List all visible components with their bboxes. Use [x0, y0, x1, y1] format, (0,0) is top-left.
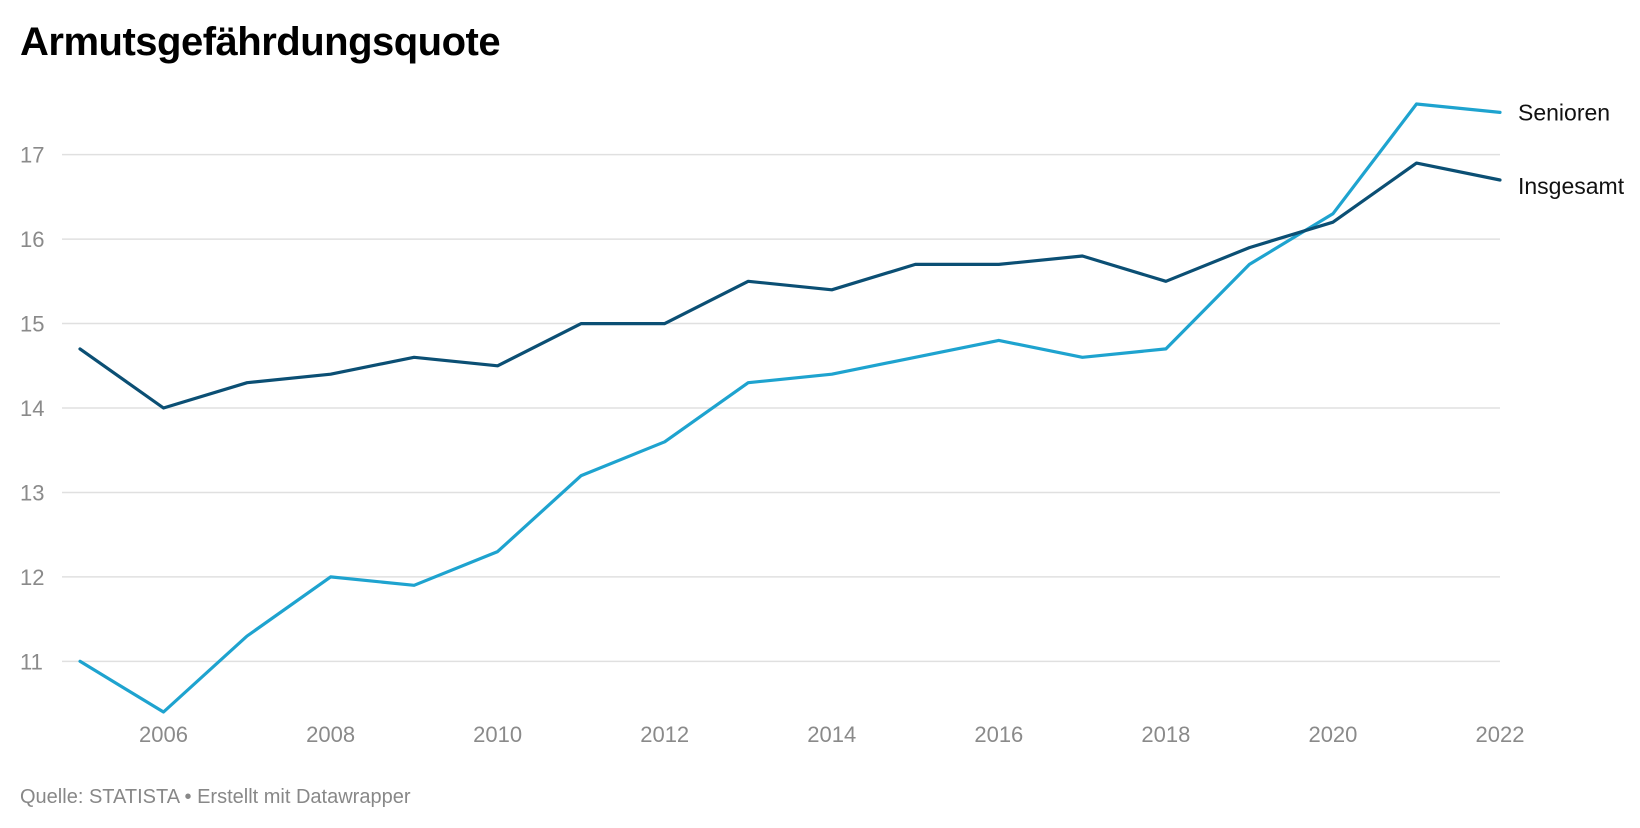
- series-line-insgesamt: [78, 161, 1502, 410]
- source-name: STATISTA: [88, 786, 179, 808]
- series-labels: Senioren Insgesamt: [1518, 99, 1625, 199]
- x-tick-label: 2012: [640, 722, 689, 747]
- y-tick-label: 15: [20, 312, 44, 337]
- series-lines: [78, 102, 1502, 714]
- series-label-senioren: Senioren: [1518, 99, 1610, 125]
- footer: Quelle: STATISTA • Erstellt mit Datawrap…: [20, 786, 411, 809]
- y-axis: 11 12 13 14 15 16 17: [20, 143, 44, 675]
- chart-title: Armutsgefährdungsquote: [20, 20, 501, 64]
- x-tick-label: 2022: [1476, 722, 1525, 747]
- y-tick-label: 13: [20, 480, 44, 505]
- source-label: Quelle:: [20, 786, 84, 808]
- x-tick-label: 2016: [974, 722, 1023, 747]
- x-axis: 2006 2008 2010 2012 2014 2016 2018 2020 2022: [139, 722, 1524, 747]
- x-tick-label: 2014: [807, 722, 856, 747]
- x-tick-label: 2010: [473, 722, 522, 747]
- credit: Erstellt mit Datawrapper: [197, 786, 411, 808]
- separator: •: [184, 786, 192, 808]
- y-tick-label: 12: [20, 565, 44, 590]
- series-label-insgesamt: Insgesamt: [1518, 173, 1625, 199]
- gridlines: [62, 153, 1500, 663]
- x-tick-label: 2008: [306, 722, 355, 747]
- y-tick-label: 14: [20, 396, 44, 421]
- x-tick-label: 2006: [139, 722, 188, 747]
- x-tick-label: 2018: [1141, 722, 1190, 747]
- y-tick-label: 16: [20, 227, 44, 252]
- y-tick-label: 17: [20, 143, 44, 168]
- y-tick-label: 11: [20, 649, 43, 674]
- x-tick-label: 2020: [1308, 722, 1357, 747]
- series-line-senioren: [78, 102, 1502, 714]
